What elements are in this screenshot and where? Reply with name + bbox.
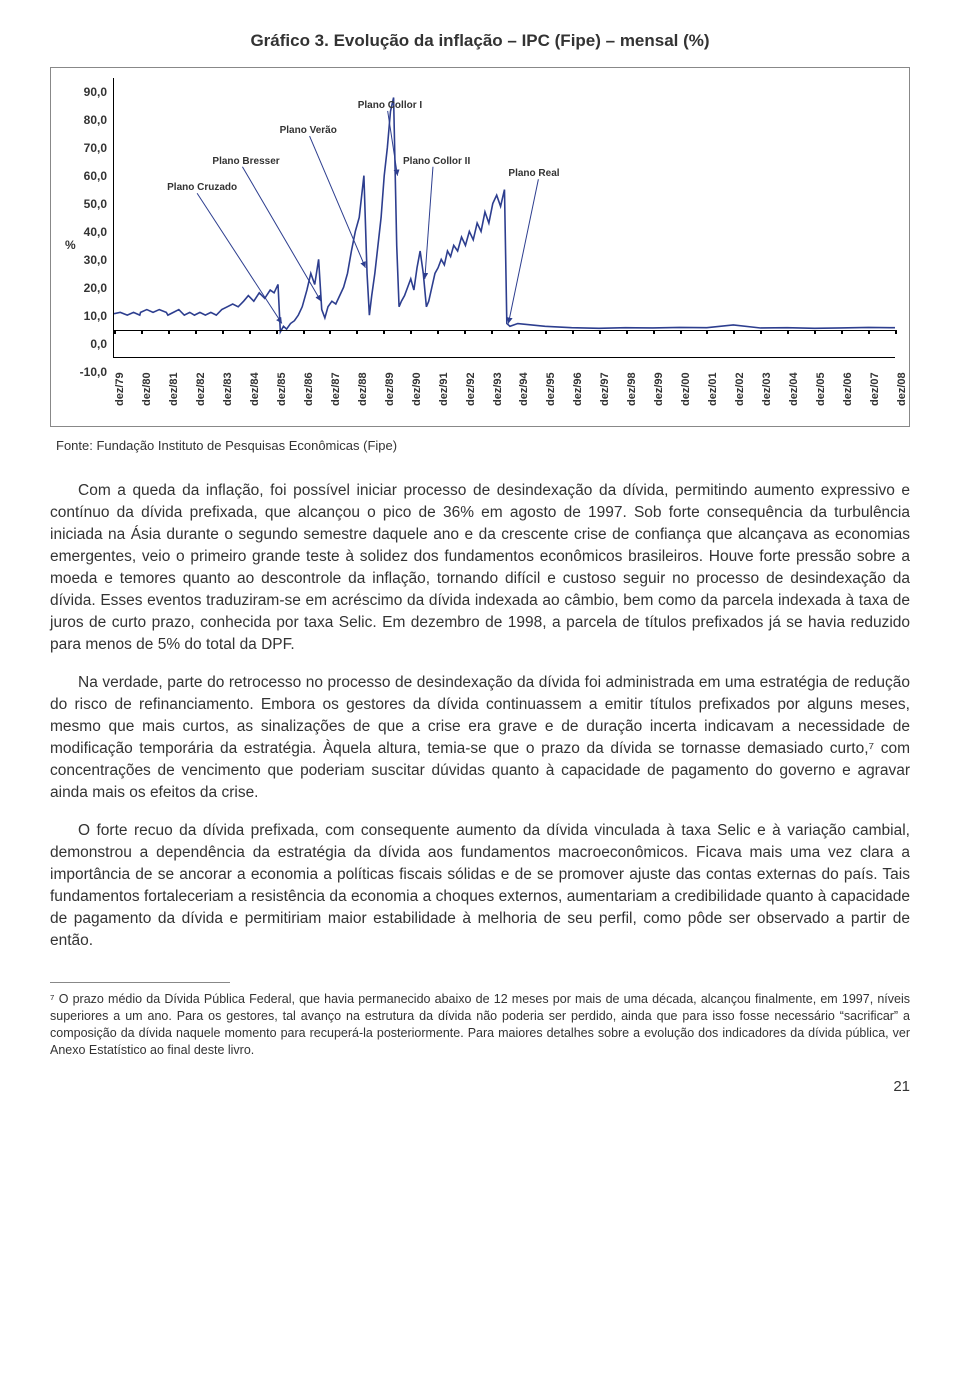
x-tick-label: dez/01 <box>706 372 721 406</box>
chart-annotation: Plano Collor II <box>403 155 470 169</box>
chart-container: % 90,080,070,060,050,040,030,020,010,00,… <box>50 67 910 427</box>
x-tick-label: dez/98 <box>625 372 640 406</box>
x-tick-label: dez/82 <box>194 372 209 406</box>
x-tick-label: dez/07 <box>868 372 883 406</box>
x-tick-label: dez/02 <box>733 372 748 406</box>
x-tick-label: dez/05 <box>814 372 829 406</box>
x-tick-label: dez/84 <box>248 372 263 406</box>
x-tick-label: dez/79 <box>113 372 128 406</box>
x-tick-label: dez/94 <box>517 372 532 406</box>
x-tick-label: dez/97 <box>598 372 613 406</box>
page-number: 21 <box>50 1077 910 1097</box>
chart-annotation: Plano Real <box>508 167 559 181</box>
x-tick-label: dez/91 <box>437 372 452 406</box>
chart-source: Fonte: Fundação Instituto de Pesquisas E… <box>56 437 910 455</box>
paragraph: Na verdade, parte do retrocesso no proce… <box>50 672 910 804</box>
y-axis: 90,080,070,060,050,040,030,020,010,00,0-… <box>80 78 113 412</box>
y-tick: 20,0 <box>84 274 107 302</box>
y-tick: 70,0 <box>84 134 107 162</box>
plot-area: Plano Cruzado Plano Bresser Plano Verão Pla… <box>113 78 895 358</box>
x-tick-label: dez/06 <box>841 372 856 406</box>
y-tick: 60,0 <box>84 162 107 190</box>
chart-annotation: Plano Collor I <box>358 99 422 113</box>
x-tick-label: dez/86 <box>302 372 317 406</box>
x-tick-label: dez/08 <box>895 372 910 406</box>
x-tick-label: dez/03 <box>760 372 775 406</box>
x-tick-label: dez/93 <box>491 372 506 406</box>
body-text: Com a queda da inflação, foi possível in… <box>50 480 910 952</box>
x-axis-labels: dez/79 dez/80 dez/81 dez/82 dez/83 dez/84 dez/… <box>113 362 895 412</box>
x-tick-label: dez/04 <box>787 372 802 406</box>
x-tick-label: dez/92 <box>464 372 479 406</box>
x-tick-label: dez/88 <box>356 372 371 406</box>
x-tick-label: dez/87 <box>329 372 344 406</box>
chart-annotation: Plano Cruzado <box>167 181 237 195</box>
y-tick: 90,0 <box>84 78 107 106</box>
y-tick: 0,0 <box>90 330 107 358</box>
x-tick-label: dez/81 <box>167 372 182 406</box>
y-axis-label: % <box>65 237 76 253</box>
x-tick-label: dez/80 <box>140 372 155 406</box>
x-tick-label: dez/90 <box>410 372 425 406</box>
chart-annotation: Plano Bresser <box>212 155 279 169</box>
y-tick: -10,0 <box>80 358 107 386</box>
y-tick: 50,0 <box>84 190 107 218</box>
y-tick: 30,0 <box>84 246 107 274</box>
paragraph: O forte recuo da dívida prefixada, com c… <box>50 820 910 952</box>
annotation-arrows <box>114 78 895 357</box>
x-tick-label: dez/83 <box>221 372 236 406</box>
chart-annotation: Plano Verão <box>280 124 337 138</box>
y-tick: 80,0 <box>84 106 107 134</box>
x-tick-label: dez/00 <box>679 372 694 406</box>
x-tick-label: dez/89 <box>383 372 398 406</box>
footnote-rule <box>50 982 230 983</box>
x-tick-label: dez/85 <box>275 372 290 406</box>
chart-title: Gráfico 3. Evolução da inflação – IPC (F… <box>50 30 910 53</box>
x-tick-label: dez/96 <box>571 372 586 406</box>
x-tick-label: dez/99 <box>652 372 667 406</box>
x-tick-label: dez/95 <box>544 372 559 406</box>
y-tick: 10,0 <box>84 302 107 330</box>
paragraph: Com a queda da inflação, foi possível in… <box>50 480 910 656</box>
y-tick: 40,0 <box>84 218 107 246</box>
footnote: ⁷ O prazo médio da Dívida Pública Federa… <box>50 991 910 1059</box>
